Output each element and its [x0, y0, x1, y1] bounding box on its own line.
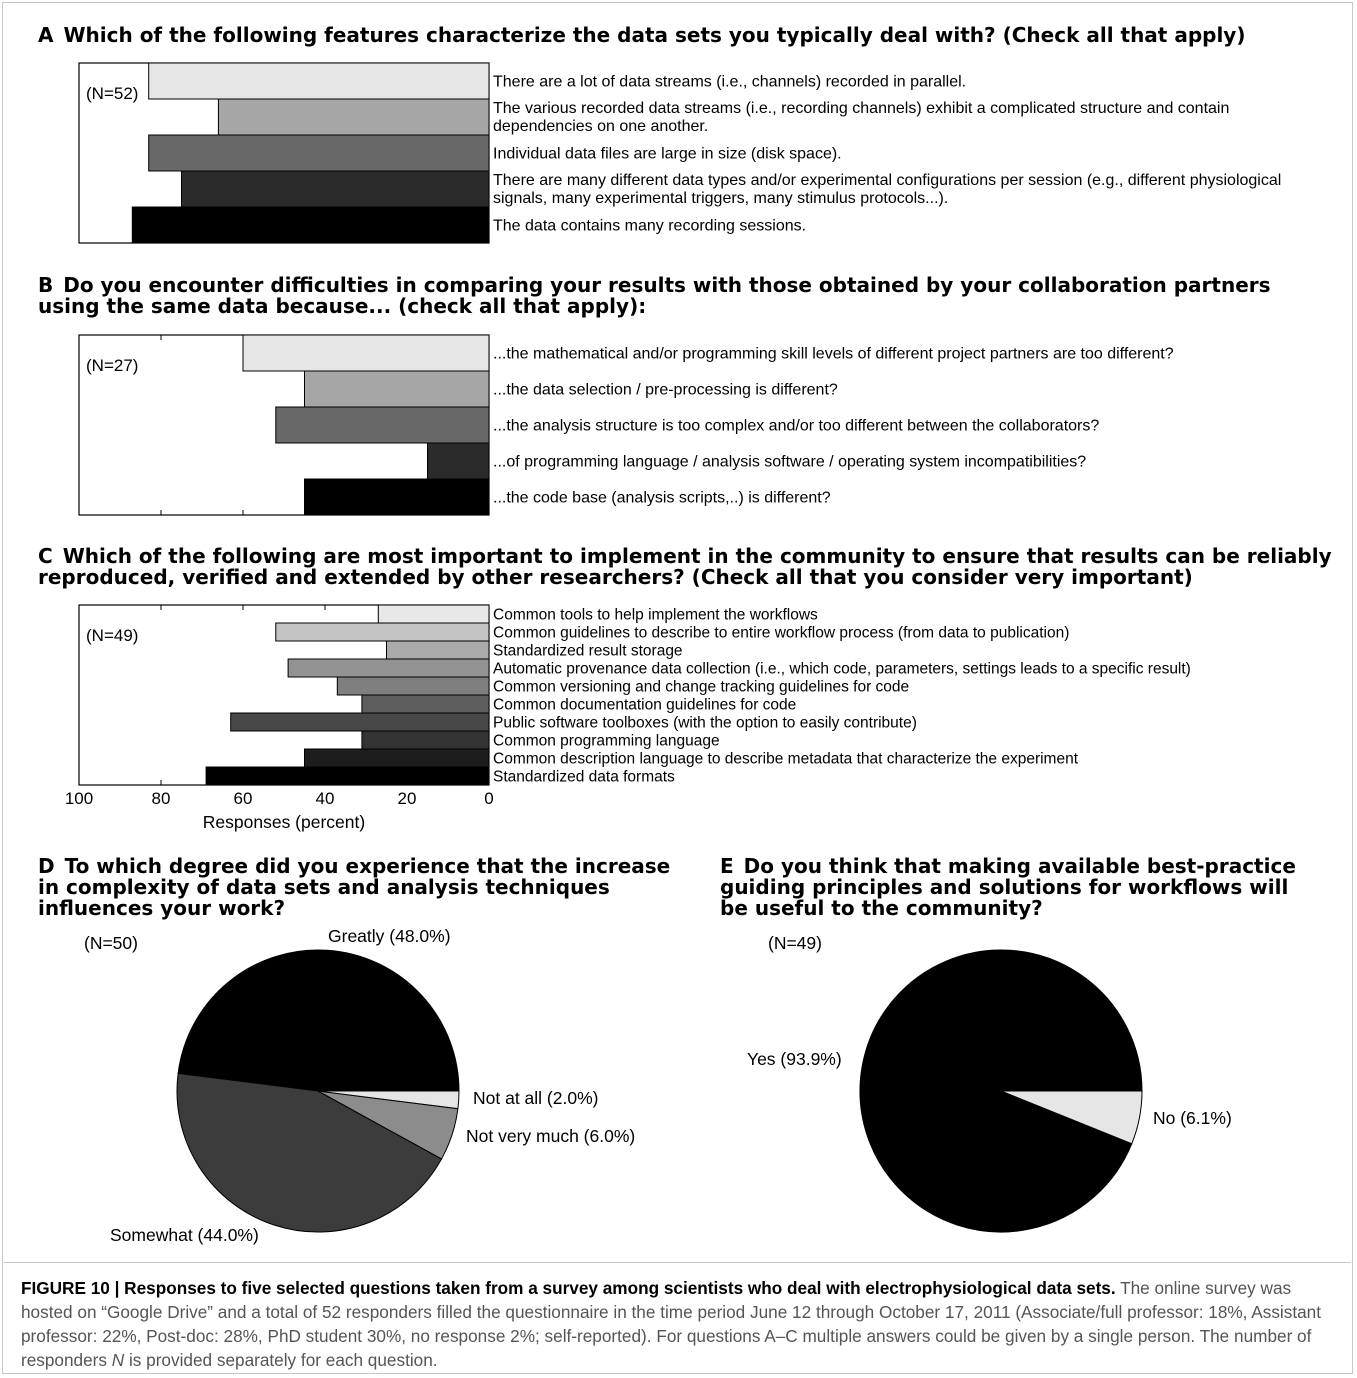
- panel-c-xtick-label: 40: [316, 789, 335, 808]
- panel-c-bar-label: Common documentation guidelines for code: [493, 697, 796, 714]
- question-c-title: C Which of the following are most importa…: [38, 546, 1332, 588]
- question-b-title: B Do you encounter difficulties in compar…: [38, 275, 1271, 317]
- panel-b-n-label: (N=27): [86, 356, 138, 375]
- pie-e-slice-label: Yes (93.9%): [747, 1049, 842, 1069]
- pie-d-slice-label: Somewhat (44.0%): [110, 1225, 259, 1245]
- question-a-letter: A: [38, 23, 54, 47]
- pie-d-slice: [177, 949, 460, 1092]
- pie-d-slice-label: Greatly (48.0%): [328, 926, 451, 946]
- panel-c-bar: [287, 658, 490, 678]
- panel-c-xtick-label: 80: [152, 789, 171, 808]
- panel-c-bar: [205, 766, 490, 786]
- question-d-text: To which degree did you experience that …: [38, 854, 671, 920]
- pie-d-n-label: (N=50): [84, 933, 138, 953]
- caption-text-1: The online survey was hosted on “Google …: [21, 1278, 1322, 1370]
- panel-a-bar: [181, 170, 490, 208]
- question-a-title: A Which of the following features charact…: [38, 25, 1246, 46]
- panel-c-xtick-label: 0: [484, 789, 493, 808]
- pie-e-n-label: (N=49): [768, 933, 822, 953]
- panel-c-xtick-label: 20: [398, 789, 417, 808]
- panel-b-bar-label: ...the data selection / pre-processing i…: [493, 382, 838, 399]
- panel-c-bar-label: Common tools to help implement the workf…: [493, 607, 818, 624]
- panel-c-bar: [377, 604, 490, 624]
- panel-a-bar: [148, 134, 490, 172]
- question-b-text: Do you encounter difficulties in compari…: [38, 273, 1271, 318]
- question-c-text: Which of the following are most importan…: [38, 544, 1332, 589]
- panel-c-bar: [361, 694, 490, 714]
- pie-e-slice-label: No (6.1%): [1153, 1108, 1232, 1128]
- caption-text-2: is provided separately for each question…: [124, 1350, 438, 1370]
- panel-b-bar: [275, 406, 490, 444]
- panel-c-bar-label: Standardized data formats: [493, 769, 675, 786]
- panel-a-bar-label: There are many different data types and/…: [493, 172, 1281, 207]
- panel-c-xtick-label: 100: [65, 789, 93, 808]
- panel-c-bar: [386, 640, 490, 660]
- panel-b-bar: [304, 370, 490, 408]
- panel-b-bar: [304, 478, 490, 516]
- panel-c-bar: [361, 730, 490, 750]
- panel-c-bar: [336, 676, 490, 696]
- figure-charts: There are a lot of data streams (i.e., c…: [65, 62, 1281, 1245]
- figure-caption: FIGURE 10 | Responses to five selected q…: [21, 1276, 1343, 1372]
- panel-b-bar: [242, 334, 490, 372]
- panel-c-bar-label: Standardized result storage: [493, 643, 683, 660]
- question-a-text: Which of the following features characte…: [63, 23, 1246, 47]
- caption-italic: N: [111, 1350, 125, 1370]
- pie-d-slice-label: Not very much (6.0%): [466, 1126, 635, 1146]
- pie-d-slice-label: Not at all (2.0%): [473, 1088, 598, 1108]
- panel-a-bar-label: Individual data files are large in size …: [493, 146, 842, 163]
- panel-a-bar-label: There are a lot of data streams (i.e., c…: [493, 74, 966, 91]
- question-e-text: Do you think that making available best-…: [720, 854, 1296, 920]
- panel-c-bar-label: Common versioning and change tracking gu…: [493, 679, 909, 696]
- question-b-letter: B: [38, 273, 54, 297]
- panel-c-bar: [304, 748, 490, 768]
- panel-c-bar-label: Automatic provenance data collection (i.…: [493, 661, 1191, 678]
- caption-bold: FIGURE 10 | Responses to five selected q…: [21, 1278, 1116, 1298]
- panel-b-bar: [427, 442, 490, 480]
- panel-b-bar-label: ...the mathematical and/or programming s…: [493, 346, 1174, 363]
- question-c-letter: C: [38, 544, 53, 568]
- panel-c-bar-label: Common programming language: [493, 733, 720, 750]
- pie-e-slice: [1000, 1090, 1143, 1145]
- panel-b-bar-label: ...the analysis structure is too complex…: [493, 418, 1099, 435]
- panel-a-bar-label: The various recorded data streams (i.e.,…: [493, 100, 1229, 135]
- panel-c-xtick-label: 60: [234, 789, 253, 808]
- panel-c-bar-label: Common description language to describe …: [493, 751, 1079, 768]
- panel-c-bar-label: Public software toolboxes (with the opti…: [493, 715, 917, 732]
- panel-c-bar: [275, 622, 490, 642]
- panel-a-bar: [131, 206, 490, 244]
- panel-c-n-label: (N=49): [86, 626, 138, 645]
- panel-c-bar: [230, 712, 490, 732]
- question-d-letter: D: [38, 854, 55, 878]
- panel-a-n-label: (N=52): [86, 84, 138, 103]
- caption-separator: [4, 1262, 1351, 1263]
- panel-a-bar-label: The data contains many recording session…: [493, 218, 806, 235]
- pie-d-slice: [176, 1072, 443, 1233]
- pie-d-slice: [317, 1090, 460, 1110]
- question-e-title: E Do you think that making available best…: [720, 856, 1296, 919]
- panel-b-bar-label: ...of programming language / analysis so…: [493, 454, 1086, 471]
- panel-c-bar-label: Common guidelines to describe to entire …: [493, 625, 1069, 642]
- panel-c-xlabel: Responses (percent): [203, 812, 365, 832]
- panel-a-bar: [148, 62, 490, 100]
- panel-b-bar-label: ...the code base (analysis scripts,..) i…: [493, 490, 831, 507]
- question-e-letter: E: [720, 854, 734, 878]
- question-d-title: D To which degree did you experience that…: [38, 856, 670, 919]
- panel-a-bar: [217, 98, 490, 136]
